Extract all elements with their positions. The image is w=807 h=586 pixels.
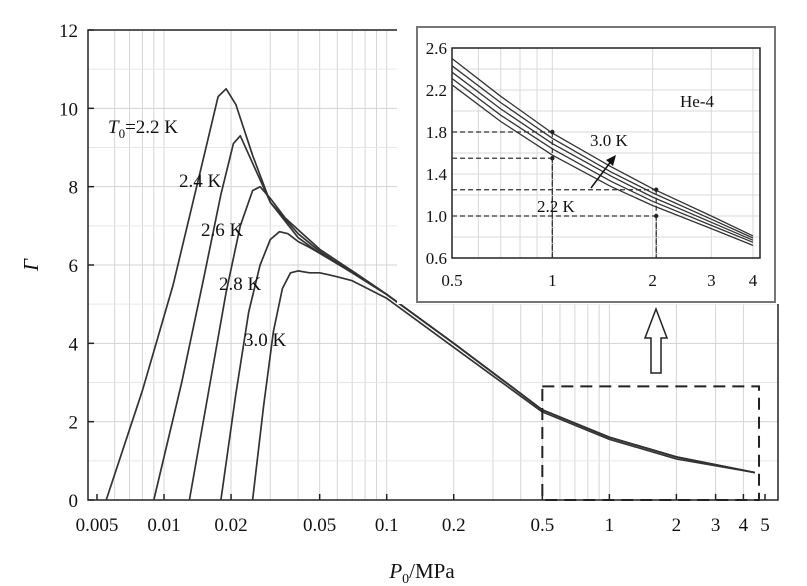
x-tick-label-3: 0.05 bbox=[303, 515, 336, 536]
y-tick-label-12: 12 bbox=[59, 21, 78, 42]
inset-arrow-head-icon bbox=[606, 155, 616, 166]
x-tick-label-7: 1 bbox=[605, 515, 615, 536]
inset-y-tick-label-5: 2.6 bbox=[426, 39, 447, 58]
inset-x-tick-label-1: 1 bbox=[548, 271, 557, 290]
inset-series-line-2 bbox=[451, 71, 754, 241]
x-tick-label-6: 0.5 bbox=[530, 515, 554, 536]
inset-series-line-1 bbox=[451, 77, 754, 243]
inset-panel bbox=[397, 22, 782, 304]
inset-series-label-high: 3.0 K bbox=[590, 131, 629, 150]
series-line-4 bbox=[251, 270, 755, 501]
x-tick-label-2: 0.02 bbox=[214, 515, 247, 536]
series-label-4: 3.0 K bbox=[244, 330, 287, 351]
inset-ref-point-3 bbox=[654, 213, 659, 219]
inset-series-line-0 bbox=[451, 84, 754, 247]
y-axis-title: Γ bbox=[19, 258, 43, 272]
inset-x-tick-label-0: 0.5 bbox=[441, 271, 462, 290]
series-label-subscript: 0 bbox=[119, 126, 126, 141]
y-tick-label-4: 4 bbox=[69, 334, 79, 355]
inset-y-tick-label-2: 1.4 bbox=[426, 165, 448, 184]
inset-ref-point-0 bbox=[550, 129, 555, 135]
inset-plot-frame bbox=[451, 47, 761, 259]
inset-y-tick-label-0: 0.6 bbox=[426, 249, 447, 268]
y-tick-label-6: 6 bbox=[69, 256, 79, 277]
series-label-3: 2.8 K bbox=[219, 274, 262, 295]
x-tick-label-5: 0.2 bbox=[442, 515, 466, 536]
x-axis-title: P0/MPa bbox=[388, 559, 455, 586]
y-tick-label-8: 8 bbox=[69, 178, 79, 199]
x-tick-label-10: 4 bbox=[739, 515, 749, 536]
inset-outer-frame bbox=[416, 26, 776, 303]
inset-x-tick-label-2: 2 bbox=[648, 271, 657, 290]
x-tick-label-1: 0.01 bbox=[147, 515, 180, 536]
series-label-2: 2.6 K bbox=[201, 220, 244, 241]
inset-x-tick-label-3: 3 bbox=[707, 271, 716, 290]
series-label-symbol: T bbox=[108, 117, 120, 138]
x-axis-title-xlabel-rest: /MPa bbox=[409, 559, 455, 583]
inset-title: He-4 bbox=[680, 92, 714, 111]
zoom-region-box bbox=[541, 385, 761, 501]
x-tick-label-8: 2 bbox=[672, 515, 682, 536]
x-tick-label-4: 0.1 bbox=[375, 515, 399, 536]
inset-x-tick-label-4: 4 bbox=[749, 271, 758, 290]
inset-series-line-3 bbox=[451, 65, 754, 239]
inset-series-label-low: 2.2 K bbox=[537, 197, 576, 216]
series-label-1: 2.4 K bbox=[179, 171, 222, 192]
zoom-arrow-icon bbox=[643, 306, 669, 374]
inset-y-tick-label-3: 1.8 bbox=[426, 123, 447, 142]
y-tick-label-0: 0 bbox=[69, 491, 79, 512]
inset-ref-point-2 bbox=[654, 187, 659, 192]
inset-y-tick-label-4: 2.2 bbox=[426, 81, 447, 100]
inset-y-tick-label-1: 1.0 bbox=[426, 207, 447, 226]
x-axis-title-xlabel-italic: P bbox=[388, 559, 402, 583]
inset-ref-point-1 bbox=[550, 156, 555, 161]
inset-series-line-4 bbox=[451, 57, 754, 237]
series-label-0: T0=2.2 K bbox=[108, 117, 178, 141]
y-tick-label-2: 2 bbox=[69, 413, 79, 434]
series-line-3 bbox=[220, 230, 755, 501]
x-tick-label-0: 0.005 bbox=[76, 515, 119, 536]
x-tick-label-11: 5 bbox=[760, 515, 770, 536]
x-axis-title-xlabel-sub: 0 bbox=[402, 572, 409, 586]
x-tick-label-9: 3 bbox=[711, 515, 721, 536]
y-tick-label-10: 10 bbox=[59, 99, 78, 120]
inset-arrow-line bbox=[590, 159, 613, 189]
series-label-text: =2.2 K bbox=[125, 117, 178, 138]
